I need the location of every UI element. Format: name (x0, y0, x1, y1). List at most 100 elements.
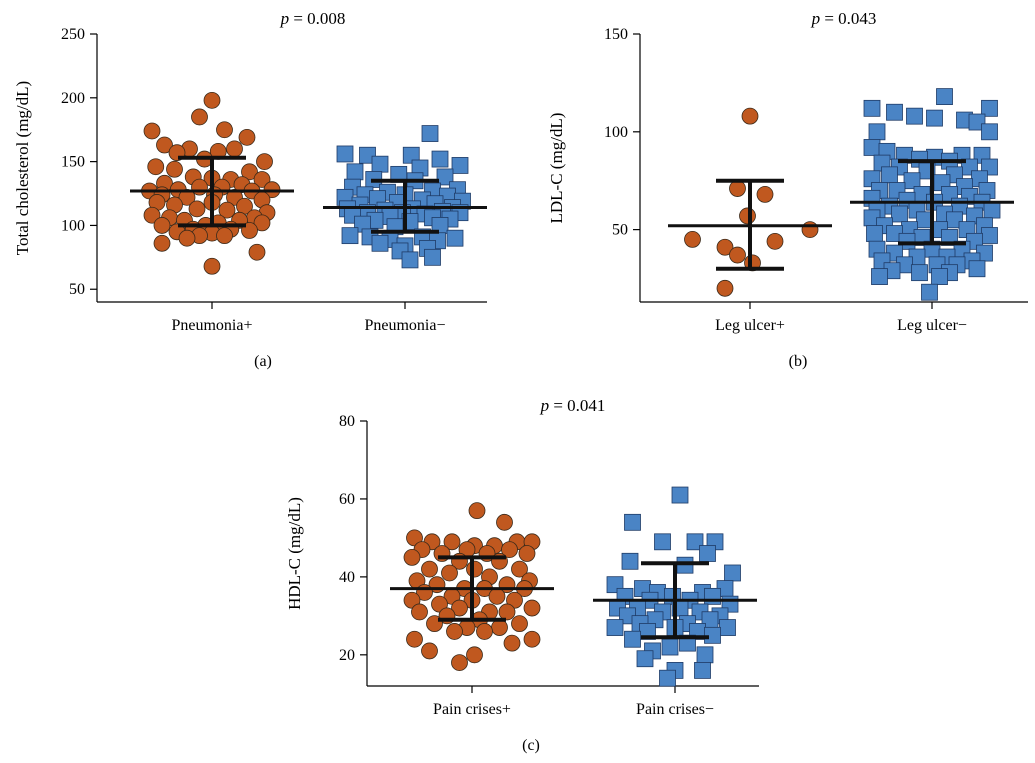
data-point-square (654, 533, 671, 551)
y-tick-label: 150 (604, 26, 628, 43)
data-point-square (704, 587, 721, 605)
category-label: Leg ulcer+ (715, 317, 785, 334)
data-point-circle (156, 136, 173, 154)
data-point-square (886, 103, 903, 121)
data-point-square (696, 646, 714, 664)
p-value: = 0.043 (820, 9, 876, 28)
data-point-circle (716, 279, 734, 297)
data-point-circle (491, 619, 508, 636)
data-point-square (401, 251, 419, 269)
y-tick-label: 100 (604, 124, 628, 141)
data-point-square (921, 283, 938, 301)
p-value-label: p = 0.008 (280, 9, 346, 28)
data-point-circle (739, 207, 756, 225)
panel-label: (a) (254, 353, 272, 370)
panel-label: (c) (522, 737, 540, 754)
data-point-square (341, 227, 359, 245)
data-point-circle (143, 122, 161, 140)
data-point-circle (503, 634, 521, 652)
data-point-circle (518, 545, 536, 562)
data-point-circle (684, 231, 701, 248)
category-label: Leg ulcer− (897, 317, 967, 334)
data-point-circle (406, 630, 423, 648)
data-point-circle (446, 623, 463, 640)
data-point-circle (218, 201, 236, 219)
data-point-square (402, 146, 420, 164)
data-point-circle (468, 502, 486, 520)
data-point-circle (238, 128, 256, 146)
y-tick-label: 50 (612, 222, 628, 239)
data-point-circle (441, 564, 458, 582)
data-point-circle (178, 229, 196, 247)
data-point-circle (421, 560, 438, 578)
series-positive (668, 107, 832, 297)
p-symbol: p (811, 9, 821, 28)
data-point-square (868, 123, 886, 141)
panel-b: 50 100 150 LDL-C (mg/dL) Leg ulcer+ Leg ulcer… (547, 9, 1028, 370)
data-point-circle (253, 214, 271, 232)
data-point-circle (143, 206, 161, 224)
series-negative (323, 125, 487, 269)
data-point-square (336, 145, 354, 163)
y-tick-label: 20 (339, 647, 355, 664)
data-point-square (671, 486, 689, 504)
data-point-circle (166, 160, 183, 178)
y-tick-label: 50 (69, 281, 85, 298)
data-point-square (931, 268, 948, 285)
data-point-square (436, 168, 454, 186)
data-point-circle (466, 560, 483, 578)
data-point-square (699, 545, 716, 562)
category-label: Pneumonia− (364, 317, 445, 334)
data-point-square (981, 123, 998, 141)
data-point-circle (451, 654, 468, 672)
data-point-square (636, 650, 654, 668)
data-point-square (906, 107, 923, 125)
data-point-square (891, 205, 908, 223)
data-point-circle (741, 107, 759, 125)
data-point-square (694, 662, 711, 679)
data-point-square (431, 150, 449, 168)
p-value-label: p = 0.043 (811, 9, 877, 28)
data-point-circle (191, 108, 208, 126)
data-point-square (936, 88, 953, 105)
data-point-square (724, 564, 741, 582)
data-point-square (946, 211, 963, 229)
data-point-square (661, 638, 679, 656)
p-value-label: p = 0.041 (540, 396, 606, 415)
data-point-square (981, 99, 998, 117)
data-point-circle (248, 243, 266, 261)
data-point-circle (488, 587, 506, 605)
panel-a: 50 100 150 200 250 Total cholesterol (mg/dL) P… (13, 9, 487, 370)
data-point-circle (188, 200, 206, 218)
y-tick-label: 40 (339, 569, 355, 586)
data-point-square (983, 201, 1001, 219)
y-tick-label: 250 (61, 26, 85, 43)
data-point-square (421, 125, 439, 142)
data-point-circle (147, 158, 165, 176)
y-axis-label: Total cholesterol (mg/dL) (13, 81, 32, 255)
data-point-circle (496, 513, 513, 531)
data-point-circle (253, 171, 271, 188)
data-point-circle (498, 603, 516, 621)
data-point-square (446, 229, 464, 247)
data-point-circle (466, 646, 483, 664)
data-point-square (371, 155, 389, 173)
y-axis-label: HDL-C (mg/dL) (285, 497, 304, 610)
data-point-square (624, 513, 641, 531)
p-value: = 0.041 (549, 396, 605, 415)
data-point-circle (203, 91, 221, 109)
data-point-circle (766, 232, 784, 250)
y-tick-label: 60 (339, 491, 355, 508)
data-point-circle (729, 180, 746, 197)
data-point-circle (241, 163, 258, 181)
data-point-circle (501, 541, 518, 559)
data-point-circle (411, 603, 428, 621)
series-negative (593, 486, 757, 687)
data-point-circle (153, 217, 171, 234)
category-label: Pain crises− (636, 701, 714, 718)
data-point-square (981, 227, 998, 244)
data-point-square (926, 109, 943, 127)
y-axis-label: LDL-C (mg/dL) (547, 113, 566, 224)
